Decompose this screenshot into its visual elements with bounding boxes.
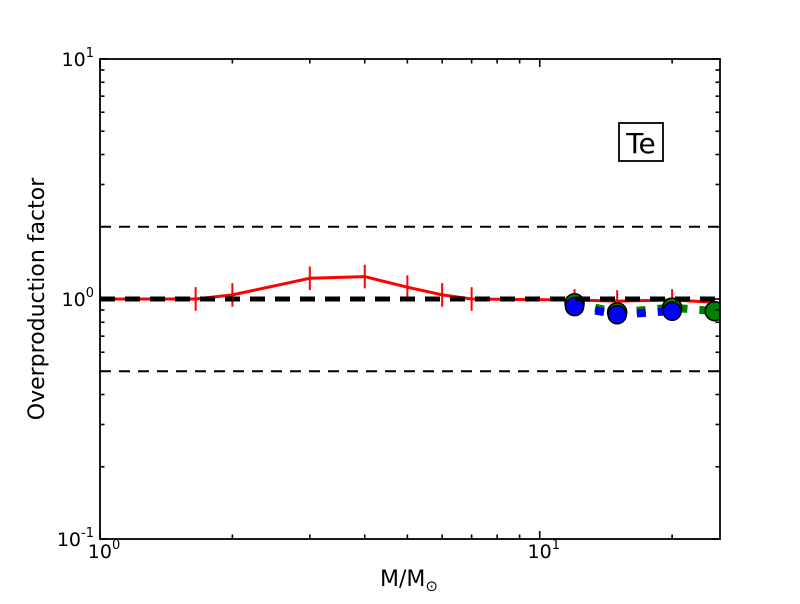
x-axis-label: M/M⊙ [380, 567, 438, 595]
y-axis-label: Overproduction factor [25, 177, 50, 420]
y-tick-label-mantissa: 10 [57, 529, 81, 551]
series-blue-dashed-circle-models [564, 296, 682, 325]
data-point-circle [704, 300, 720, 322]
data-point-circle [662, 301, 682, 321]
y-tick-label-exponent: 1 [86, 46, 94, 61]
x-tick-label-mantissa: 10 [88, 541, 112, 563]
legend-box [618, 122, 664, 162]
y-tick-label: 10-1 [57, 526, 94, 551]
x-tick-label-exponent: 0 [112, 538, 120, 553]
y-tick-label: 100 [62, 286, 94, 311]
legend: Te [618, 122, 664, 162]
data-point-circle [564, 296, 585, 317]
data-point-circle [607, 304, 627, 325]
x-tick-label-exponent: 1 [552, 538, 560, 553]
x-tick-label-mantissa: 10 [528, 541, 552, 563]
y-tick-label-mantissa: 10 [62, 49, 86, 71]
x-tick-label: 100 [88, 538, 120, 563]
y-tick-label-exponent: 0 [86, 286, 94, 301]
x-tick-label: 101 [528, 538, 560, 563]
axis-ticks [99, 58, 720, 540]
y-tick-label-exponent: -1 [81, 526, 94, 541]
reference-lines-thin [100, 225, 720, 373]
legend-label: Te [625, 127, 656, 160]
y-tick-label-mantissa: 10 [62, 289, 86, 311]
y-tick-label: 101 [62, 46, 94, 71]
